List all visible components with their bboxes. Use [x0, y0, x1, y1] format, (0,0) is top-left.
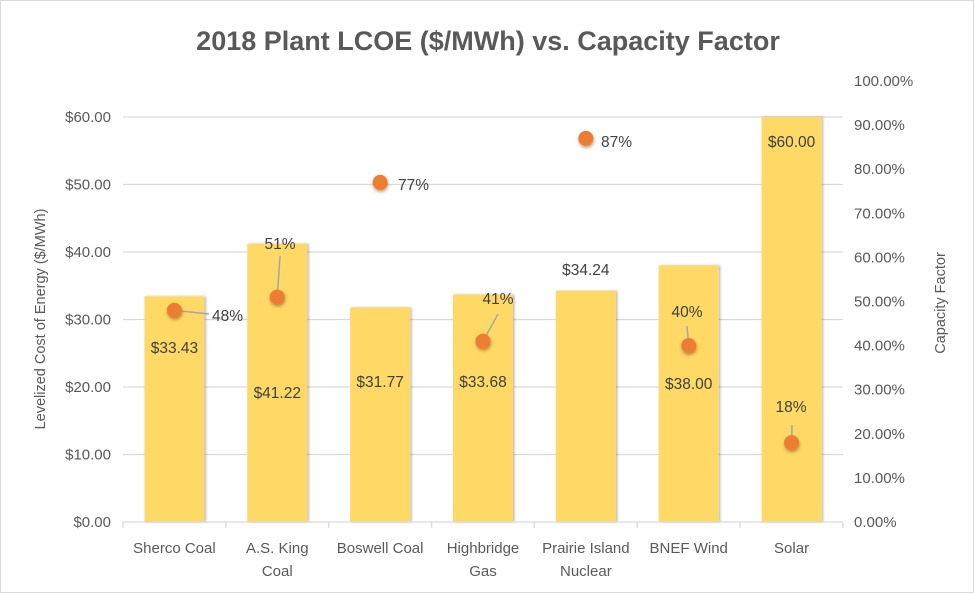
capacity-value-label: 18%	[775, 399, 806, 416]
y-tick-label: $40.00	[65, 244, 111, 261]
y2-tick-label: 50.00%	[854, 294, 905, 311]
category-label: A.S. King	[246, 540, 309, 557]
y2-tick-label: 0.00%	[854, 514, 897, 531]
bar-7	[762, 117, 822, 522]
category-label: Nuclear	[560, 563, 612, 580]
y-tick-label: $60.00	[65, 109, 111, 126]
y2-axis-title: Capacity Factor	[933, 252, 949, 354]
capacity-value-label: 48%	[212, 308, 243, 325]
bar-5	[556, 291, 616, 522]
capacity-value-label: 51%	[264, 236, 295, 253]
y2-tick-label: 70.00%	[854, 205, 905, 222]
y2-tick-label: 10.00%	[854, 470, 905, 487]
y-tick-label: $0.00	[73, 514, 111, 531]
capacity-value-label: 77%	[398, 177, 429, 194]
capacity-value-label: 41%	[482, 291, 513, 308]
bar-value-label: $31.77	[356, 374, 403, 391]
capacity-value-label: 87%	[601, 134, 632, 151]
category-label: Sherco Coal	[133, 540, 216, 557]
y-tick-label: $30.00	[65, 312, 111, 329]
category-label: Solar	[774, 540, 809, 557]
y2-tick-label: 30.00%	[854, 382, 905, 399]
category-label: BNEF Wind	[650, 540, 728, 557]
y-tick-label: $50.00	[65, 177, 111, 194]
bar-value-label: $33.68	[459, 374, 506, 391]
chart-title: 2018 Plant LCOE ($/MWh) vs. Capacity Fac…	[196, 26, 780, 56]
category-label: Highbridge	[447, 540, 520, 557]
capacity-point-6	[681, 338, 696, 353]
capacity-value-label: 40%	[671, 304, 702, 321]
capacity-point-5	[578, 131, 593, 146]
bar-1	[144, 296, 204, 522]
bar-value-label: $34.24	[562, 262, 610, 279]
bar-3	[350, 308, 410, 522]
y-axis-title: Levelized Cost of Energy ($/MWh)	[33, 209, 49, 430]
y-tick-label: $10.00	[65, 447, 111, 464]
capacity-point-7	[784, 435, 799, 450]
bar-value-label: $60.00	[768, 134, 816, 151]
y2-tick-label: 40.00%	[854, 338, 905, 355]
category-label: Prairie Island	[542, 540, 630, 557]
y2-tick-label: 90.00%	[854, 117, 905, 134]
capacity-point-3	[373, 175, 388, 190]
bar-value-label: $41.22	[254, 385, 301, 402]
category-label: Boswell Coal	[337, 540, 424, 557]
y2-tick-label: 80.00%	[854, 161, 905, 178]
category-label: Gas	[469, 563, 497, 580]
capacity-point-2	[270, 290, 285, 305]
bar-2	[247, 244, 307, 522]
y-tick-label: $20.00	[65, 379, 111, 396]
capacity-point-4	[476, 334, 491, 349]
y2-tick-label: 20.00%	[854, 426, 905, 443]
capacity-point-1	[167, 303, 182, 318]
bar-value-label: $38.00	[665, 376, 713, 393]
bar-value-label: $33.43	[151, 340, 198, 357]
y2-tick-label: 60.00%	[854, 249, 905, 266]
y2-tick-label: 100.00%	[854, 73, 913, 90]
bar-4	[453, 295, 513, 522]
category-label: Coal	[262, 563, 293, 580]
